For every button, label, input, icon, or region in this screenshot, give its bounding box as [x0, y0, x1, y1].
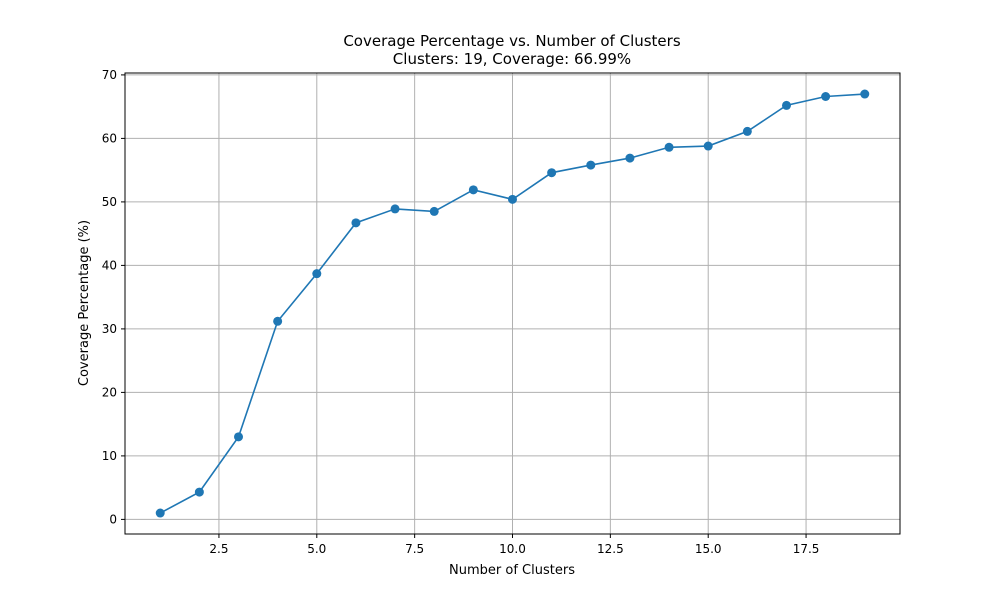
x-tick-label: 7.5 [405, 542, 424, 556]
data-point [273, 316, 283, 326]
tick-layer: 2.5 5.0 7.5 10.0 12.5 15.0 17.5 0 10 20 30 40 50 60 70 [102, 68, 820, 556]
y-tick-label: 50 [102, 195, 117, 209]
x-tick-label: 15.0 [695, 542, 722, 556]
x-tick-label: 12.5 [597, 542, 624, 556]
data-point [351, 218, 361, 228]
data-point [781, 100, 791, 110]
x-axis-label: Number of Clusters [449, 563, 575, 578]
data-point [703, 141, 713, 151]
data-point [742, 126, 752, 136]
data-point [664, 142, 674, 152]
data-point [468, 185, 478, 195]
data-point [586, 160, 596, 170]
data-point [194, 487, 204, 497]
y-tick-label: 10 [102, 449, 117, 463]
data-point [155, 508, 165, 518]
x-tick-label: 17.5 [793, 542, 820, 556]
x-tick-label: 2.5 [209, 542, 228, 556]
data-point [508, 194, 517, 204]
y-tick-label: 70 [102, 68, 117, 82]
x-tick-label: 5.0 [307, 542, 326, 556]
series-layer [155, 89, 870, 518]
y-tick-label: 20 [102, 385, 117, 399]
y-tick-label: 30 [102, 322, 117, 336]
x-tick-label: 10.0 [499, 542, 526, 556]
y-tick-label: 0 [109, 512, 117, 526]
chart-title: Coverage Percentage vs. Number of Cluste… [343, 32, 681, 50]
data-point [390, 204, 400, 214]
data-point [312, 269, 322, 279]
data-point [860, 89, 870, 99]
y-tick-label: 60 [102, 131, 117, 145]
y-axis-label: Coverage Percentage (%) [77, 220, 92, 386]
y-tick-label: 40 [102, 258, 117, 272]
data-point [429, 206, 439, 216]
grid-layer [125, 73, 900, 534]
chart-subtitle: Clusters: 19, Coverage: 66.99% [393, 50, 631, 68]
data-point [821, 91, 831, 101]
data-point [547, 168, 557, 178]
data-point [625, 153, 635, 163]
data-point [234, 432, 244, 442]
